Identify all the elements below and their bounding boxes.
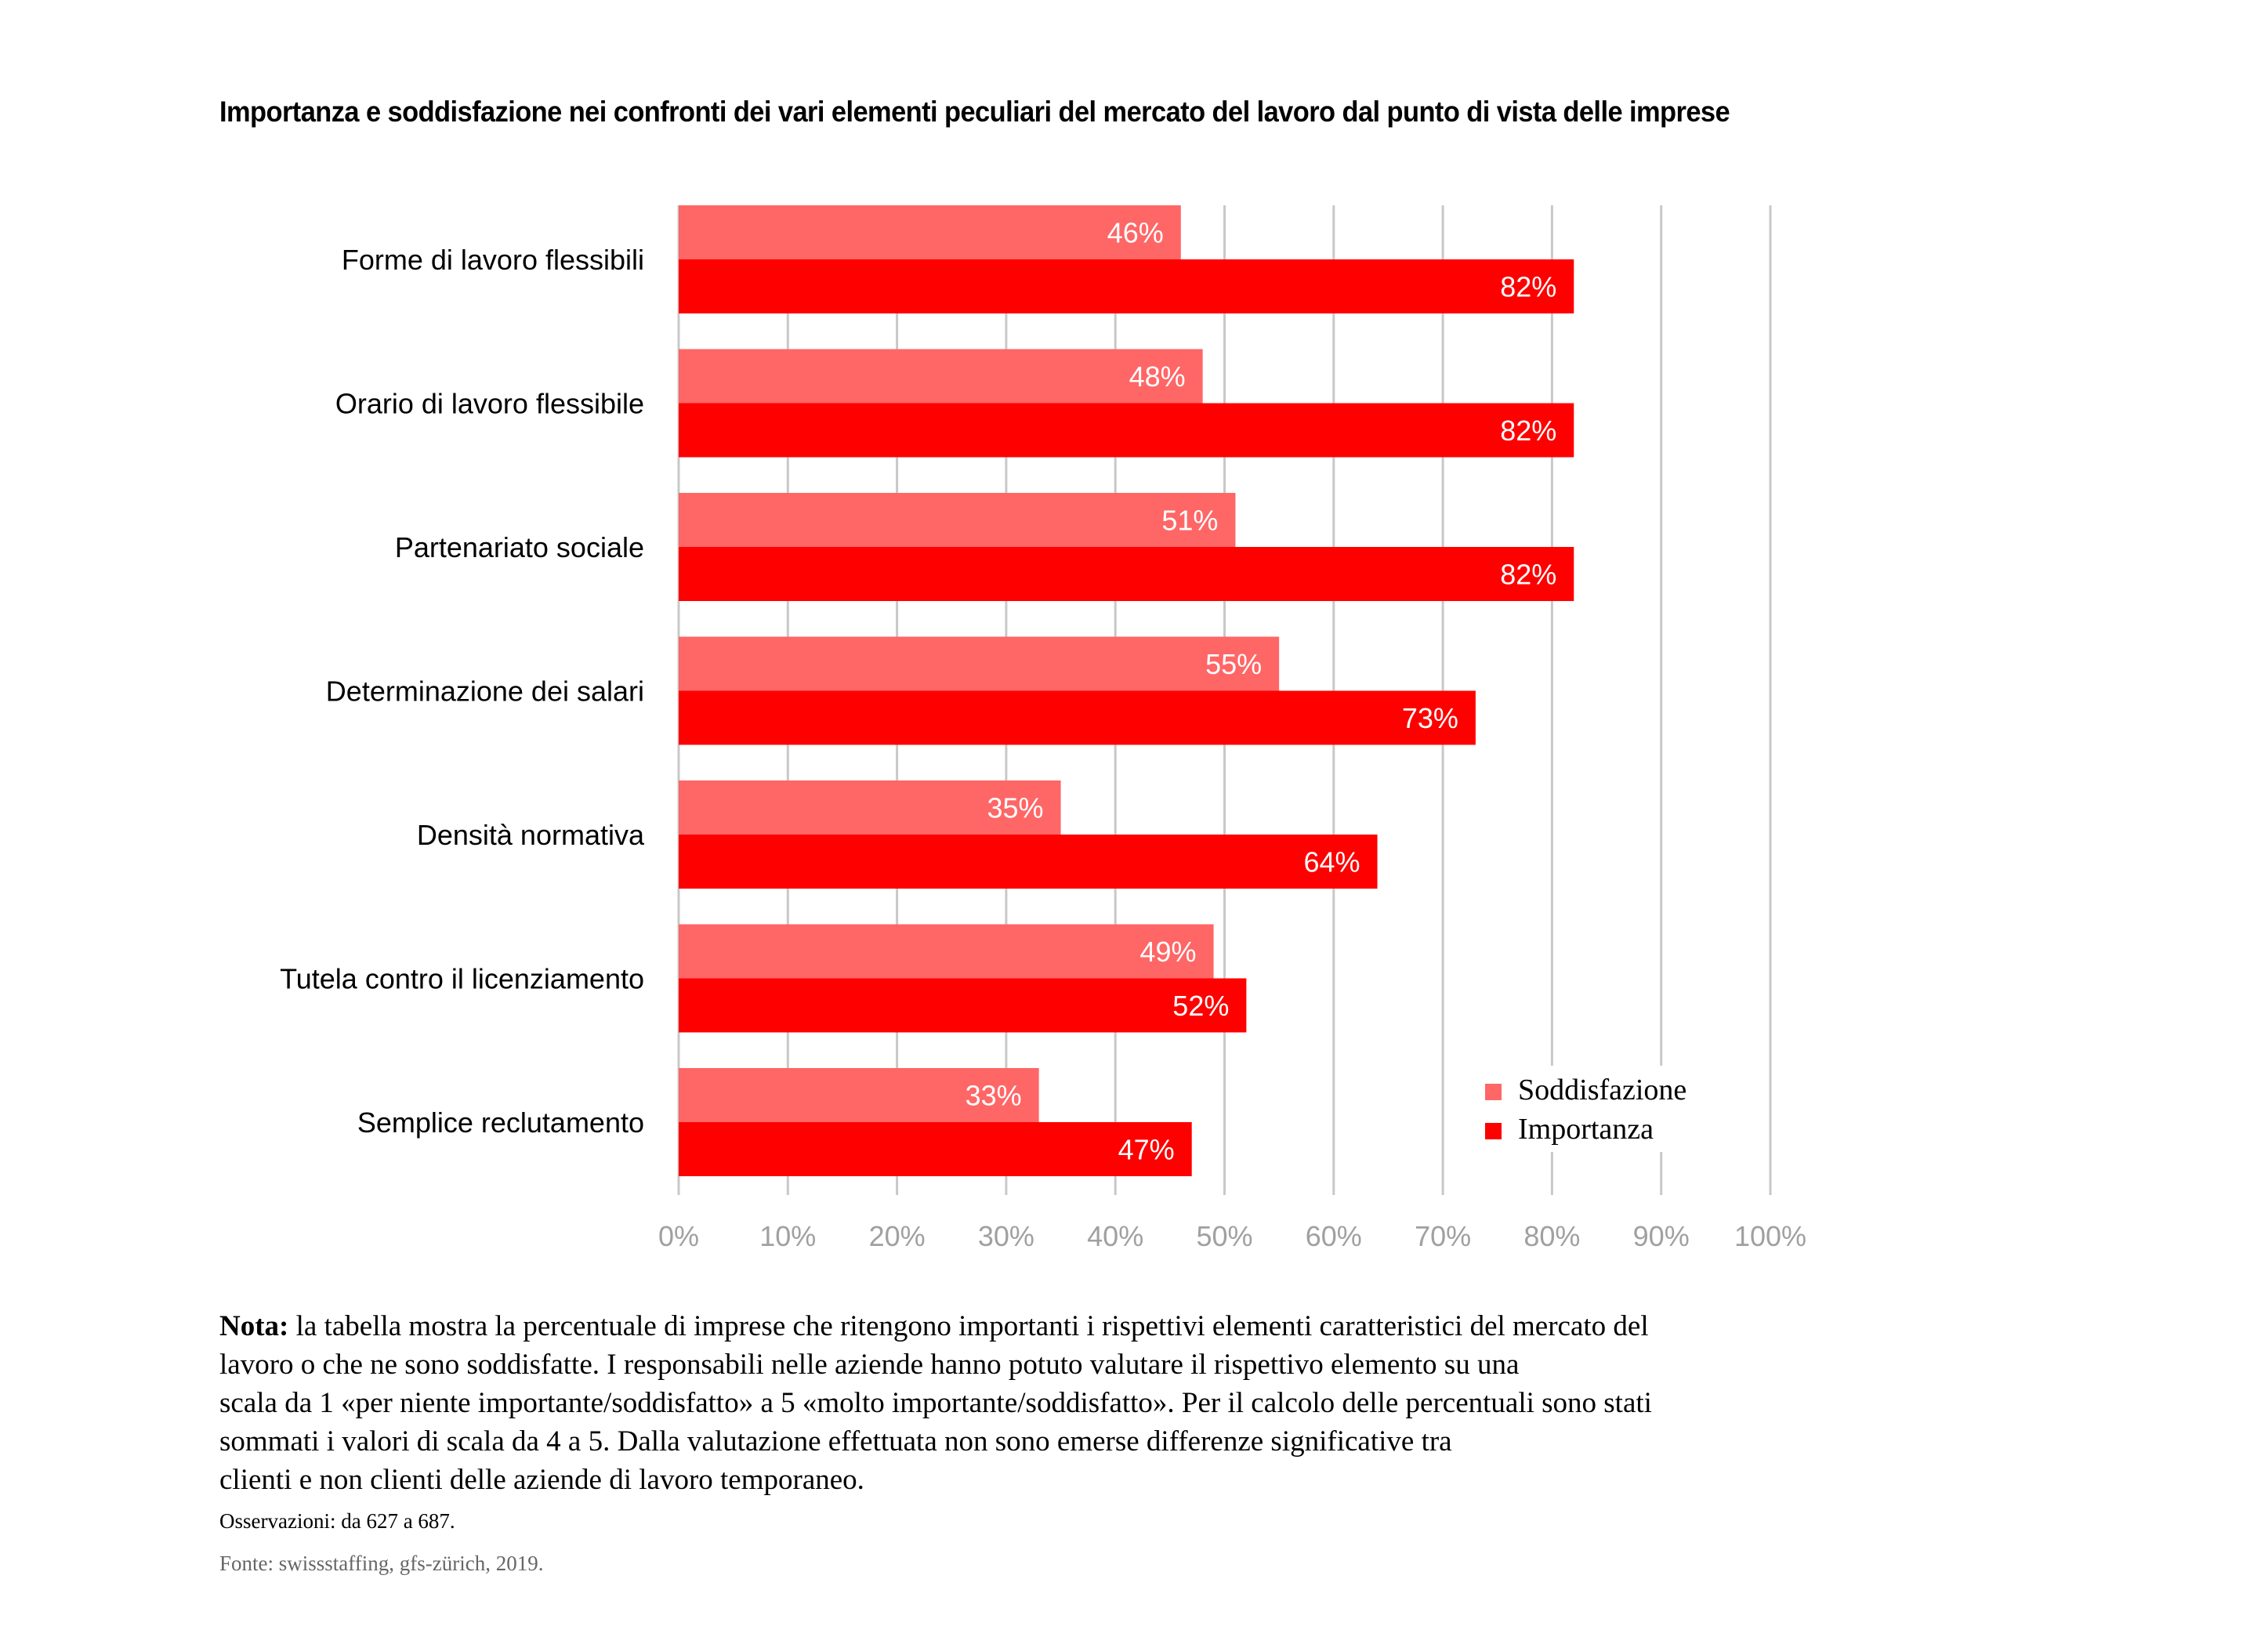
- x-tick-label: 20%: [869, 1220, 926, 1252]
- legend-background: [1473, 1066, 1755, 1152]
- note-text: la tabella mostra la percentuale di impr…: [288, 1310, 1649, 1342]
- data-label: 82%: [1500, 559, 1556, 591]
- note-label: Nota:: [219, 1310, 289, 1342]
- x-tick-label: 60%: [1306, 1220, 1362, 1252]
- bar-soddisfazione: [679, 1068, 1039, 1122]
- bar-soddisfazione: [679, 205, 1181, 259]
- legend-swatch-importanza: [1485, 1123, 1502, 1139]
- data-label: 33%: [966, 1080, 1022, 1112]
- bar-importanza: [679, 1122, 1192, 1176]
- legend-label: Importanza: [1518, 1113, 1654, 1146]
- source-text: Fonte: swissstaffing, gfs-zürich, 2019.: [219, 1552, 544, 1575]
- bar-importanza: [679, 690, 1476, 745]
- data-label: 49%: [1140, 936, 1197, 968]
- x-tick-label: 0%: [658, 1220, 699, 1252]
- data-label: 35%: [987, 792, 1043, 824]
- note-line: lavoro o che ne sono soddisfatte. I resp…: [219, 1349, 1520, 1381]
- x-tick-label: 100%: [1734, 1220, 1806, 1252]
- legend-swatch-soddisfazione: [1485, 1084, 1502, 1100]
- data-label: 55%: [1205, 648, 1262, 680]
- x-tick-label: 40%: [1087, 1220, 1143, 1252]
- category-label: Densità normativa: [417, 819, 645, 851]
- data-label: 47%: [1118, 1134, 1175, 1166]
- category-labels: Forme di lavoro flessibili Orario di lavo…: [280, 244, 645, 1139]
- note-line: scala da 1 «per niente importante/soddis…: [219, 1387, 1652, 1419]
- data-label: 52%: [1172, 990, 1229, 1022]
- bar-soddisfazione: [679, 924, 1214, 979]
- note-line: clienti e non clienti delle aziende di l…: [219, 1464, 864, 1496]
- legend: Soddisfazione Importanza: [1473, 1066, 1755, 1152]
- category-label: Determinazione dei salari: [326, 675, 644, 708]
- bar-soddisfazione: [679, 780, 1061, 835]
- data-label: 64%: [1303, 846, 1360, 878]
- data-label: 51%: [1161, 505, 1218, 537]
- data-label: 82%: [1500, 271, 1556, 303]
- category-label: Semplice reclutamento: [357, 1106, 644, 1139]
- note-paragraph: Nota: la tabella mostra la percentuale d…: [219, 1307, 2100, 1499]
- category-label: Tutela contro il licenziamento: [280, 963, 644, 995]
- value-labels: 46% 82% 48% 82% 51% 82% 55% 73% 35% 64% 49% 52% 33% 4…: [966, 217, 1557, 1166]
- legend-label: Soddisfazione: [1518, 1074, 1687, 1106]
- note-line: sommati i valori di scala da 4 a 5. Dall…: [219, 1425, 1452, 1458]
- bar-soddisfazione: [679, 636, 1280, 691]
- x-tick-label: 70%: [1415, 1220, 1471, 1252]
- note-line: Nota: la tabella mostra la percentuale d…: [219, 1307, 2100, 1345]
- category-label: Forme di lavoro flessibili: [342, 244, 644, 276]
- x-tick-label: 30%: [978, 1220, 1034, 1252]
- bar-importanza: [679, 978, 1247, 1033]
- category-label: Partenariato sociale: [395, 531, 644, 563]
- x-tick-label: 10%: [759, 1220, 816, 1252]
- bar-importanza: [679, 259, 1574, 313]
- data-label: 48%: [1129, 360, 1186, 393]
- bar-importanza: [679, 403, 1574, 458]
- bar-chart: Forme di lavoro flessibili Orario di lavo…: [280, 205, 1806, 1252]
- data-label: 82%: [1500, 415, 1556, 447]
- data-label: 73%: [1402, 702, 1458, 734]
- chart-title: Importanza e soddisfazione nei confronti…: [219, 96, 1730, 128]
- bar-importanza: [679, 835, 1378, 889]
- bar-importanza: [679, 547, 1574, 601]
- x-tick-label: 50%: [1196, 1220, 1252, 1252]
- x-axis-tick-labels: 0% 10% 20% 30% 40% 50% 60% 70% 80% 90% 100%: [658, 1220, 1806, 1252]
- observations-text: Osservazioni: da 627 a 687.: [219, 1509, 455, 1533]
- bar-soddisfazione: [679, 493, 1236, 547]
- data-label: 46%: [1107, 217, 1164, 249]
- x-tick-label: 90%: [1633, 1220, 1690, 1252]
- bar-soddisfazione: [679, 349, 1203, 404]
- category-label: Orario di lavoro flessibile: [335, 388, 644, 420]
- bars: [679, 205, 1574, 1176]
- x-tick-label: 80%: [1523, 1220, 1580, 1252]
